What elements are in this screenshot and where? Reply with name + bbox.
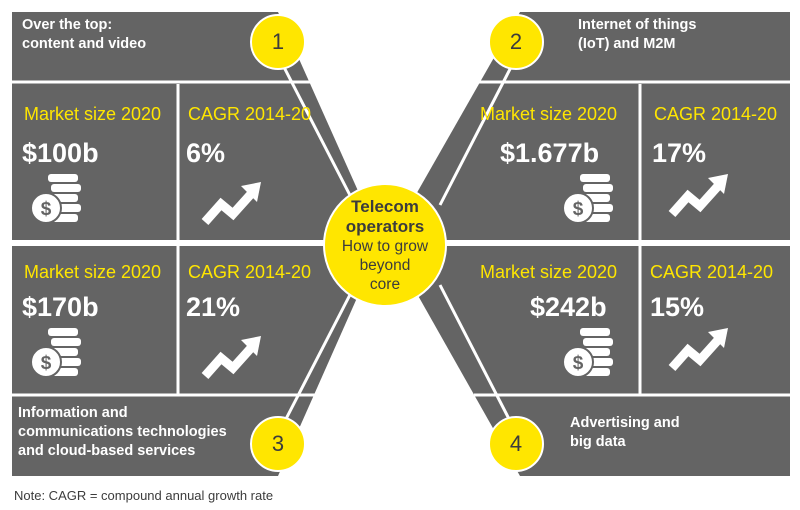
segment-2-number-badge: 2 [488, 14, 544, 70]
segment-4-number-badge: 4 [488, 416, 544, 472]
segment-4-cagr-value: 15% [650, 292, 705, 322]
segment-3-market-label: Market size 2020 [24, 262, 162, 282]
segment-1-cagr-value: 6% [186, 138, 226, 168]
segment-2-market-label: Market size 2020 [480, 104, 618, 124]
segment-3-caption: Information and communications technolog… [18, 405, 227, 459]
segment-4-caption: Advertising and big data [570, 415, 680, 450]
panel-1 [12, 12, 380, 240]
footnote: Note: CAGR = compound annual growth rate [14, 488, 274, 503]
segment-2-market-value: $1.677b [500, 138, 600, 168]
segment-2-cagr-value: 17% [652, 138, 707, 168]
center-subtitle-line2: beyond [359, 256, 411, 274]
segment-1-market-label: Market size 2020 [24, 104, 162, 124]
segment-2-caption: Internet of things (IoT) and M2M [578, 17, 697, 52]
segment-3-cagr-label: CAGR 2014-20 [188, 262, 312, 282]
center-hub: Telecom operators How to grow beyond cor… [323, 183, 447, 307]
segment-4-cagr-label: CAGR 2014-20 [650, 262, 774, 282]
center-title-line2: operators [345, 216, 425, 236]
center-subtitle-line3: core [369, 275, 401, 293]
panel-2 [390, 12, 790, 240]
segment-3-cagr-value: 21% [186, 292, 241, 322]
segment-1-cagr-label: CAGR 2014-20 [188, 104, 312, 124]
segment-4-market-value: $242b [530, 292, 607, 322]
center-subtitle-line1: How to grow [341, 237, 429, 255]
segment-3-market-value: $170b [22, 292, 99, 322]
segment-1-caption: Over the top: content and video [22, 17, 147, 52]
center-title-line1: Telecom [351, 196, 419, 216]
segment-1-number-badge: 1 [250, 14, 306, 70]
segment-1-market-value: $100b [22, 138, 99, 168]
segment-3-number-badge: 3 [250, 416, 306, 472]
segment-4-market-label: Market size 2020 [480, 262, 618, 282]
segment-2-cagr-label: CAGR 2014-20 [654, 104, 778, 124]
